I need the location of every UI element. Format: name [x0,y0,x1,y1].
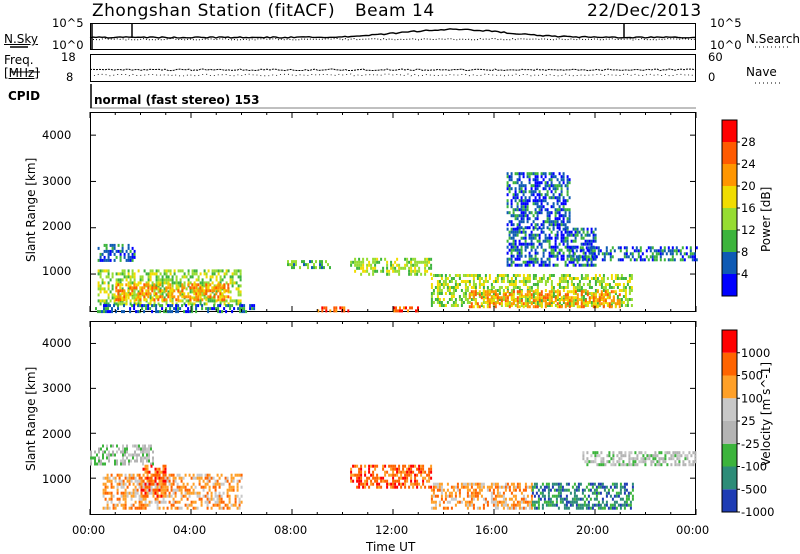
xtick-0: 00:00 [72,523,106,537]
power-ytick-1000: 1000 [42,264,72,278]
power-colorbar-tick-label: 4 [741,267,748,281]
nave-tick-bottom: 0 [708,70,716,84]
power-region-12 [569,246,698,262]
power-colorbar-swatch [722,142,737,164]
sky-left-tick-top: 10^5 [52,16,84,30]
velocity-colorbar-swatch [722,375,737,399]
velocity-ytick-1000: 1000 [42,472,72,486]
xtick-6: 00:00 [676,523,710,537]
nave-label: Nave [746,65,777,79]
velocity-colorbar-tick-label: 1000 [741,346,770,360]
velocity-colorbar-tick-label: 25 [741,414,756,428]
velocity-region-0 [90,444,154,466]
velocity-ytick-2000: 2000 [42,427,72,441]
velocity-colorbar-swatch [722,421,737,444]
freq-unit-label: [MHz] [4,66,40,80]
power-colorbar-swatch [722,208,737,230]
velocity-colorbar-swatch [722,489,737,512]
power-region-2 [115,283,230,302]
power-colorbar-tick-label: 16 [741,201,756,215]
velocity-colorbar-swatch [722,466,737,490]
velocity-colorbar-swatch [722,330,737,353]
date-label: 22/Dec/2013 [587,1,702,21]
velocity-colorbar-tick-label: -500 [741,482,767,496]
power-colorbar-tick-label: 8 [741,245,748,259]
xtick-2: 08:00 [274,523,308,537]
velocity-region-3 [350,464,433,489]
velocity-ytick-3000: 3000 [42,381,72,395]
sky-right-tick-bottom: 10^0 [710,38,742,52]
velocity-colorbar-swatch [722,443,737,467]
velocity-colorbar-swatch [722,398,737,421]
freq-tick-top: 18 [61,50,76,64]
velocity-colorbar-tick-label: -100 [741,460,767,474]
freq-panel [90,54,696,82]
power-region-7 [393,306,419,313]
power-colorbar-swatch [722,164,737,186]
power-ytick-2000: 2000 [42,219,72,233]
power-ytick-4000: 4000 [42,128,72,142]
velocity-ytick-4000: 4000 [42,336,72,350]
beam-label: Beam 14 [355,1,435,21]
power-region-10 [506,227,597,267]
power-region-0 [97,243,136,262]
power-colorbar-tick-label: 12 [741,223,756,237]
freq-tick-bottom: 8 [66,70,74,84]
power-region-5 [317,306,350,313]
power-region-8 [430,274,633,307]
search-noise-line [89,37,697,41]
nave-line [89,73,697,77]
power-colorbar-tick-label: 24 [741,157,756,171]
xtick-4: 16:00 [475,523,509,537]
sky-left-tick-bottom: 10^0 [52,38,84,52]
power-ytick-3000: 3000 [42,174,72,188]
velocity-region-6 [582,451,697,467]
freq-line [89,68,697,72]
station-title: Zhongshan Station (fitACF) [92,1,336,21]
cpid-text: normal (fast stereo) 153 [94,93,260,107]
power-colorbar-tick-label: 20 [741,179,756,193]
power-colorbar-swatch [722,252,737,274]
xtick-5: 20:00 [576,523,610,537]
velocity-colorbar-swatch [722,352,737,376]
power-region-9 [468,290,621,309]
sky-noise-panel [90,23,696,50]
cpid-label: CPID [8,89,41,103]
sky-right-tick-top: 10^5 [710,16,742,30]
xtick-1: 04:00 [173,523,207,537]
power-colorbar-swatch [722,274,737,296]
power-colorbar-swatch [722,120,737,142]
velocity-region-5 [531,482,634,510]
velocity-region-4 [430,482,533,510]
velocity-colorbar-tick-label: -1000 [741,505,774,519]
power-region-11 [506,172,571,230]
sky-label: N.Sky [4,32,39,46]
freq-label: Freq. [4,53,34,67]
velocity-colorbar-tick-label: 100 [741,391,763,405]
power-colorbar-tick-label: 28 [741,135,756,149]
power-colorbar-swatch [722,186,737,208]
power-colorbar-swatch [722,230,737,252]
power-region-4 [287,260,331,270]
xaxis-label: Time UT [366,540,416,554]
velocity-region-2 [140,464,167,498]
sky-noise-line [89,28,697,39]
velocity-colorbar-tick-label: 500 [741,369,763,383]
nave-tick-top: 60 [708,50,723,64]
velocity-region-1 [102,473,243,510]
power-region-3 [95,304,256,314]
search-noise-label: N.Search [746,32,800,46]
power-region-6 [350,257,433,276]
xtick-3: 12:00 [375,523,409,537]
velocity-colorbar-tick-label: -25 [741,437,760,451]
